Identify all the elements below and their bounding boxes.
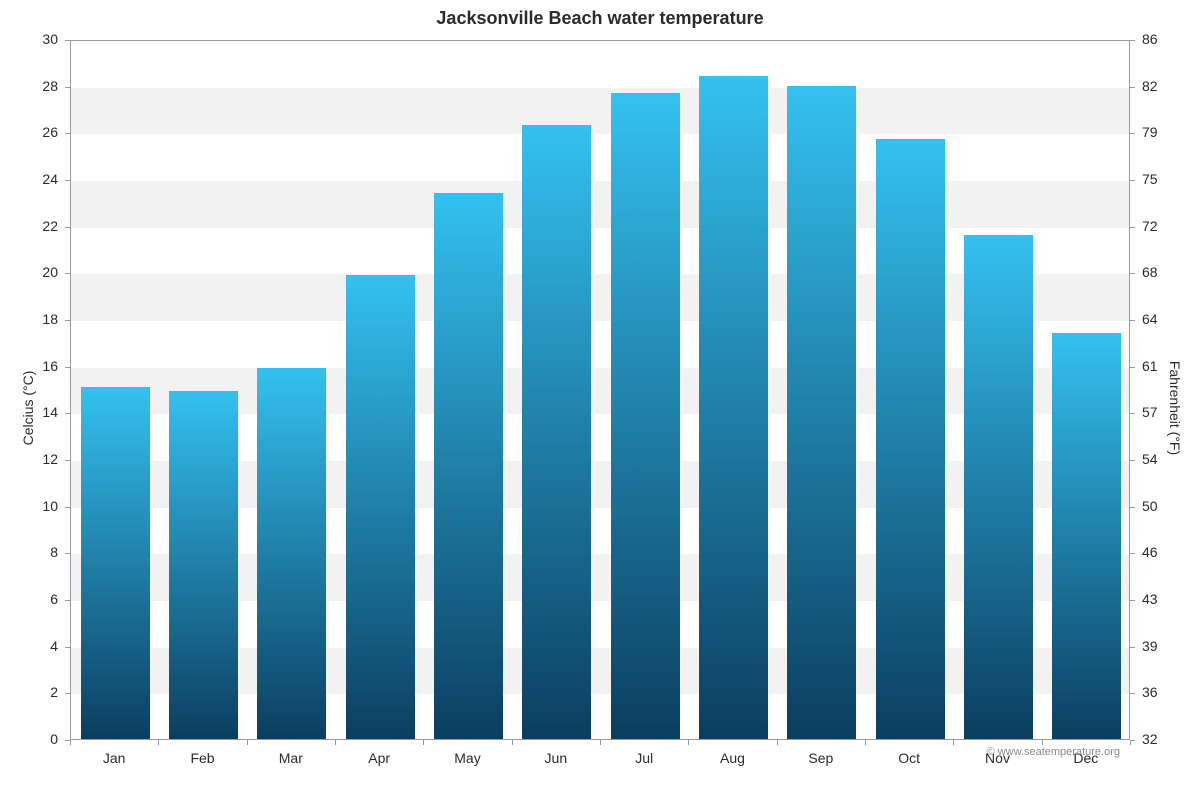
y-right-tickmark: [1130, 367, 1135, 368]
y-left-tick: 14: [0, 405, 58, 419]
x-tickmark: [865, 740, 866, 745]
x-tickmark: [1042, 740, 1043, 745]
y-left-tick: 12: [0, 452, 58, 466]
x-tickmark: [1130, 740, 1131, 745]
y-right-tick: 54: [1142, 452, 1158, 466]
y-right-tickmark: [1130, 460, 1135, 461]
y-right-tickmark: [1130, 273, 1135, 274]
y-right-tick: 86: [1142, 32, 1158, 46]
y-right-tickmark: [1130, 320, 1135, 321]
bar: [611, 93, 680, 739]
x-tickmark: [247, 740, 248, 745]
y-left-tick: 10: [0, 499, 58, 513]
x-tickmark: [953, 740, 954, 745]
y-right-tickmark: [1130, 600, 1135, 601]
bar: [787, 86, 856, 739]
y-right-tickmark: [1130, 133, 1135, 134]
y-right-tickmark: [1130, 227, 1135, 228]
y-right-tick: 39: [1142, 639, 1158, 653]
y-left-tick: 28: [0, 79, 58, 93]
y-left-tick: 30: [0, 32, 58, 46]
y-right-tickmark: [1130, 413, 1135, 414]
bar: [434, 193, 503, 739]
y-right-tick: 72: [1142, 219, 1158, 233]
y-left-tick: 22: [0, 219, 58, 233]
x-tick-label: Jun: [545, 750, 568, 766]
y-left-tick: 2: [0, 685, 58, 699]
attribution: © www.seatemperature.org: [987, 746, 1120, 758]
y-right-tickmark: [1130, 693, 1135, 694]
y-right-tickmark: [1130, 40, 1135, 41]
y-right-tick: 57: [1142, 405, 1158, 419]
plot-area: [70, 40, 1130, 740]
x-tick-label: Oct: [898, 750, 920, 766]
y-left-tick: 8: [0, 545, 58, 559]
y-right-tickmark: [1130, 647, 1135, 648]
x-tickmark: [70, 740, 71, 745]
grid-band: [71, 88, 1129, 135]
bar: [169, 391, 238, 739]
y-right-tick: 36: [1142, 685, 1158, 699]
x-tickmark: [600, 740, 601, 745]
x-tick-label: Jul: [635, 750, 653, 766]
bar: [81, 387, 150, 739]
x-tick-label: Mar: [279, 750, 303, 766]
y-left-tick: 4: [0, 639, 58, 653]
y-right-tick: 82: [1142, 79, 1158, 93]
bar: [964, 235, 1033, 739]
x-tick-label: Sep: [808, 750, 833, 766]
y-right-tick: 79: [1142, 125, 1158, 139]
y-right-tickmark: [1130, 87, 1135, 88]
x-tickmark: [688, 740, 689, 745]
y-right-tick: 61: [1142, 359, 1158, 373]
y-left-tick: 16: [0, 359, 58, 373]
y-right-tick: 64: [1142, 312, 1158, 326]
y-right-tick: 46: [1142, 545, 1158, 559]
x-tickmark: [777, 740, 778, 745]
x-tickmark: [335, 740, 336, 745]
x-tick-label: Jan: [103, 750, 126, 766]
y-left-tick: 20: [0, 265, 58, 279]
grid-band: [71, 181, 1129, 228]
y-right-axis-label: Fahrenheit (°F): [1167, 358, 1183, 458]
y-left-tick: 18: [0, 312, 58, 326]
y-right-tick: 50: [1142, 499, 1158, 513]
y-left-tick: 24: [0, 172, 58, 186]
bar: [1052, 333, 1121, 739]
bar: [346, 275, 415, 739]
x-tick-label: May: [454, 750, 480, 766]
x-tickmark: [512, 740, 513, 745]
bar: [876, 139, 945, 739]
y-right-tick: 43: [1142, 592, 1158, 606]
y-left-tick: 6: [0, 592, 58, 606]
x-tickmark: [423, 740, 424, 745]
y-right-tick: 75: [1142, 172, 1158, 186]
chart-container: Jacksonville Beach water temperature Cel…: [0, 0, 1200, 800]
x-tick-label: Feb: [190, 750, 214, 766]
y-left-tick: 0: [0, 732, 58, 746]
y-right-tickmark: [1130, 180, 1135, 181]
y-right-tickmark: [1130, 507, 1135, 508]
bar: [699, 76, 768, 739]
y-right-tick: 68: [1142, 265, 1158, 279]
bar: [522, 125, 591, 739]
chart-title: Jacksonville Beach water temperature: [0, 8, 1200, 29]
y-right-tickmark: [1130, 553, 1135, 554]
bar: [257, 368, 326, 739]
y-left-tick: 26: [0, 125, 58, 139]
x-tick-label: Aug: [720, 750, 745, 766]
x-tick-label: Apr: [368, 750, 390, 766]
x-tickmark: [158, 740, 159, 745]
y-right-tick: 32: [1142, 732, 1158, 746]
